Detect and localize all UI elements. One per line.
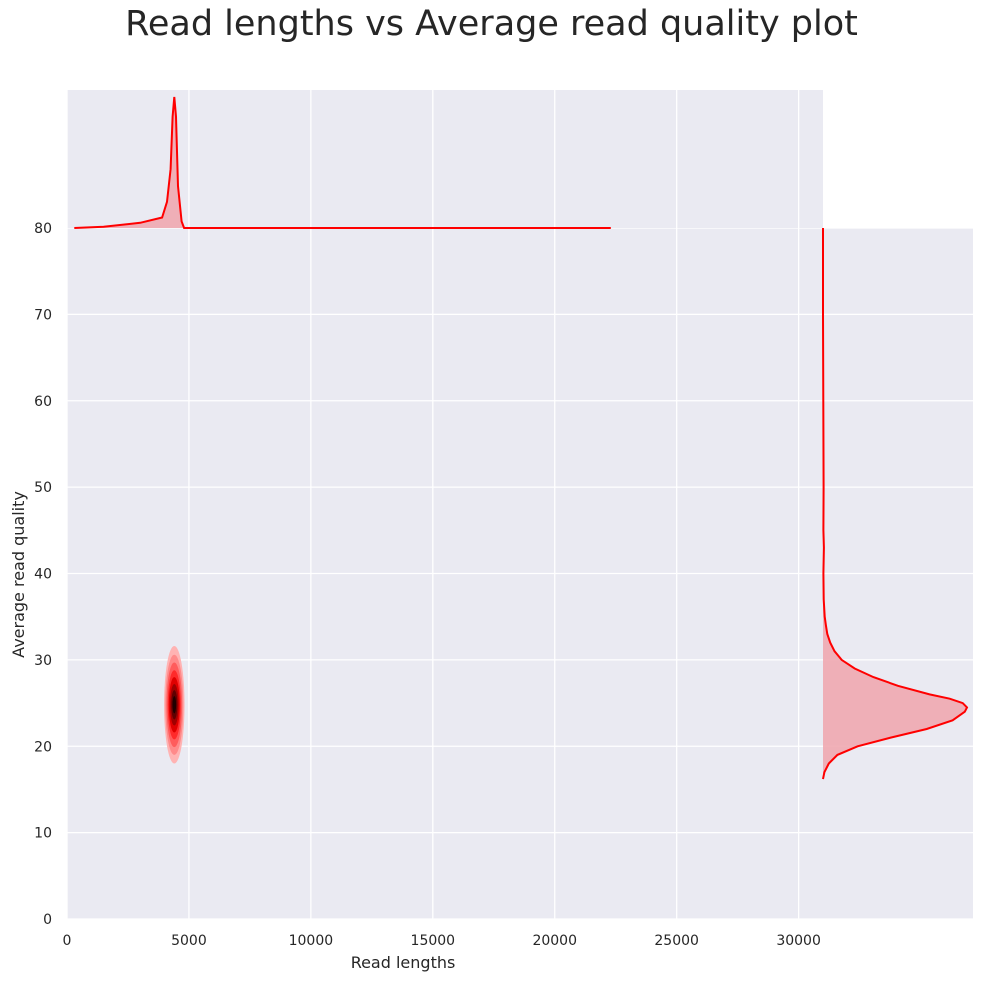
marginal-y-fill <box>823 228 967 780</box>
y-tick-label: 10 <box>34 826 52 842</box>
x-tick-label: 10000 <box>289 933 334 949</box>
x-axis-label: Read lengths <box>351 953 456 972</box>
y-tick-label: 20 <box>34 739 52 755</box>
kde-contour-level-8 <box>172 696 177 714</box>
y-tick-label: 60 <box>34 394 52 410</box>
top-plot-background <box>67 90 823 228</box>
y-tick-label: 80 <box>34 221 52 237</box>
y-tick-label: 30 <box>34 653 52 669</box>
x-tick-label: 5000 <box>171 933 207 949</box>
x-tick-label: 25000 <box>654 933 699 949</box>
marginal-x-line <box>74 96 611 229</box>
x-tick-label: 15000 <box>411 933 456 949</box>
y-axis-label: Average read quality <box>9 491 28 658</box>
marginal-y-panel <box>822 227 973 920</box>
x-tick-label: 20000 <box>532 933 577 949</box>
chart-title: Read lengths vs Average read quality plo… <box>125 4 858 44</box>
marginal-y-line <box>822 228 969 780</box>
y-tick-label: 0 <box>43 912 52 928</box>
y-tick-label: 50 <box>34 480 52 496</box>
main-scatter-panel <box>66 227 823 920</box>
y-tick-label: 70 <box>34 307 52 323</box>
x-tick-label: 30000 <box>776 933 821 949</box>
axes-labels: 0 5000 10000 15000 20000 25000 30000 0 10 20 30 40 5… <box>9 221 821 972</box>
y-tick-label: 40 <box>34 567 52 583</box>
x-tick-label: 0 <box>63 933 72 949</box>
marginal-x-panel <box>66 90 823 229</box>
